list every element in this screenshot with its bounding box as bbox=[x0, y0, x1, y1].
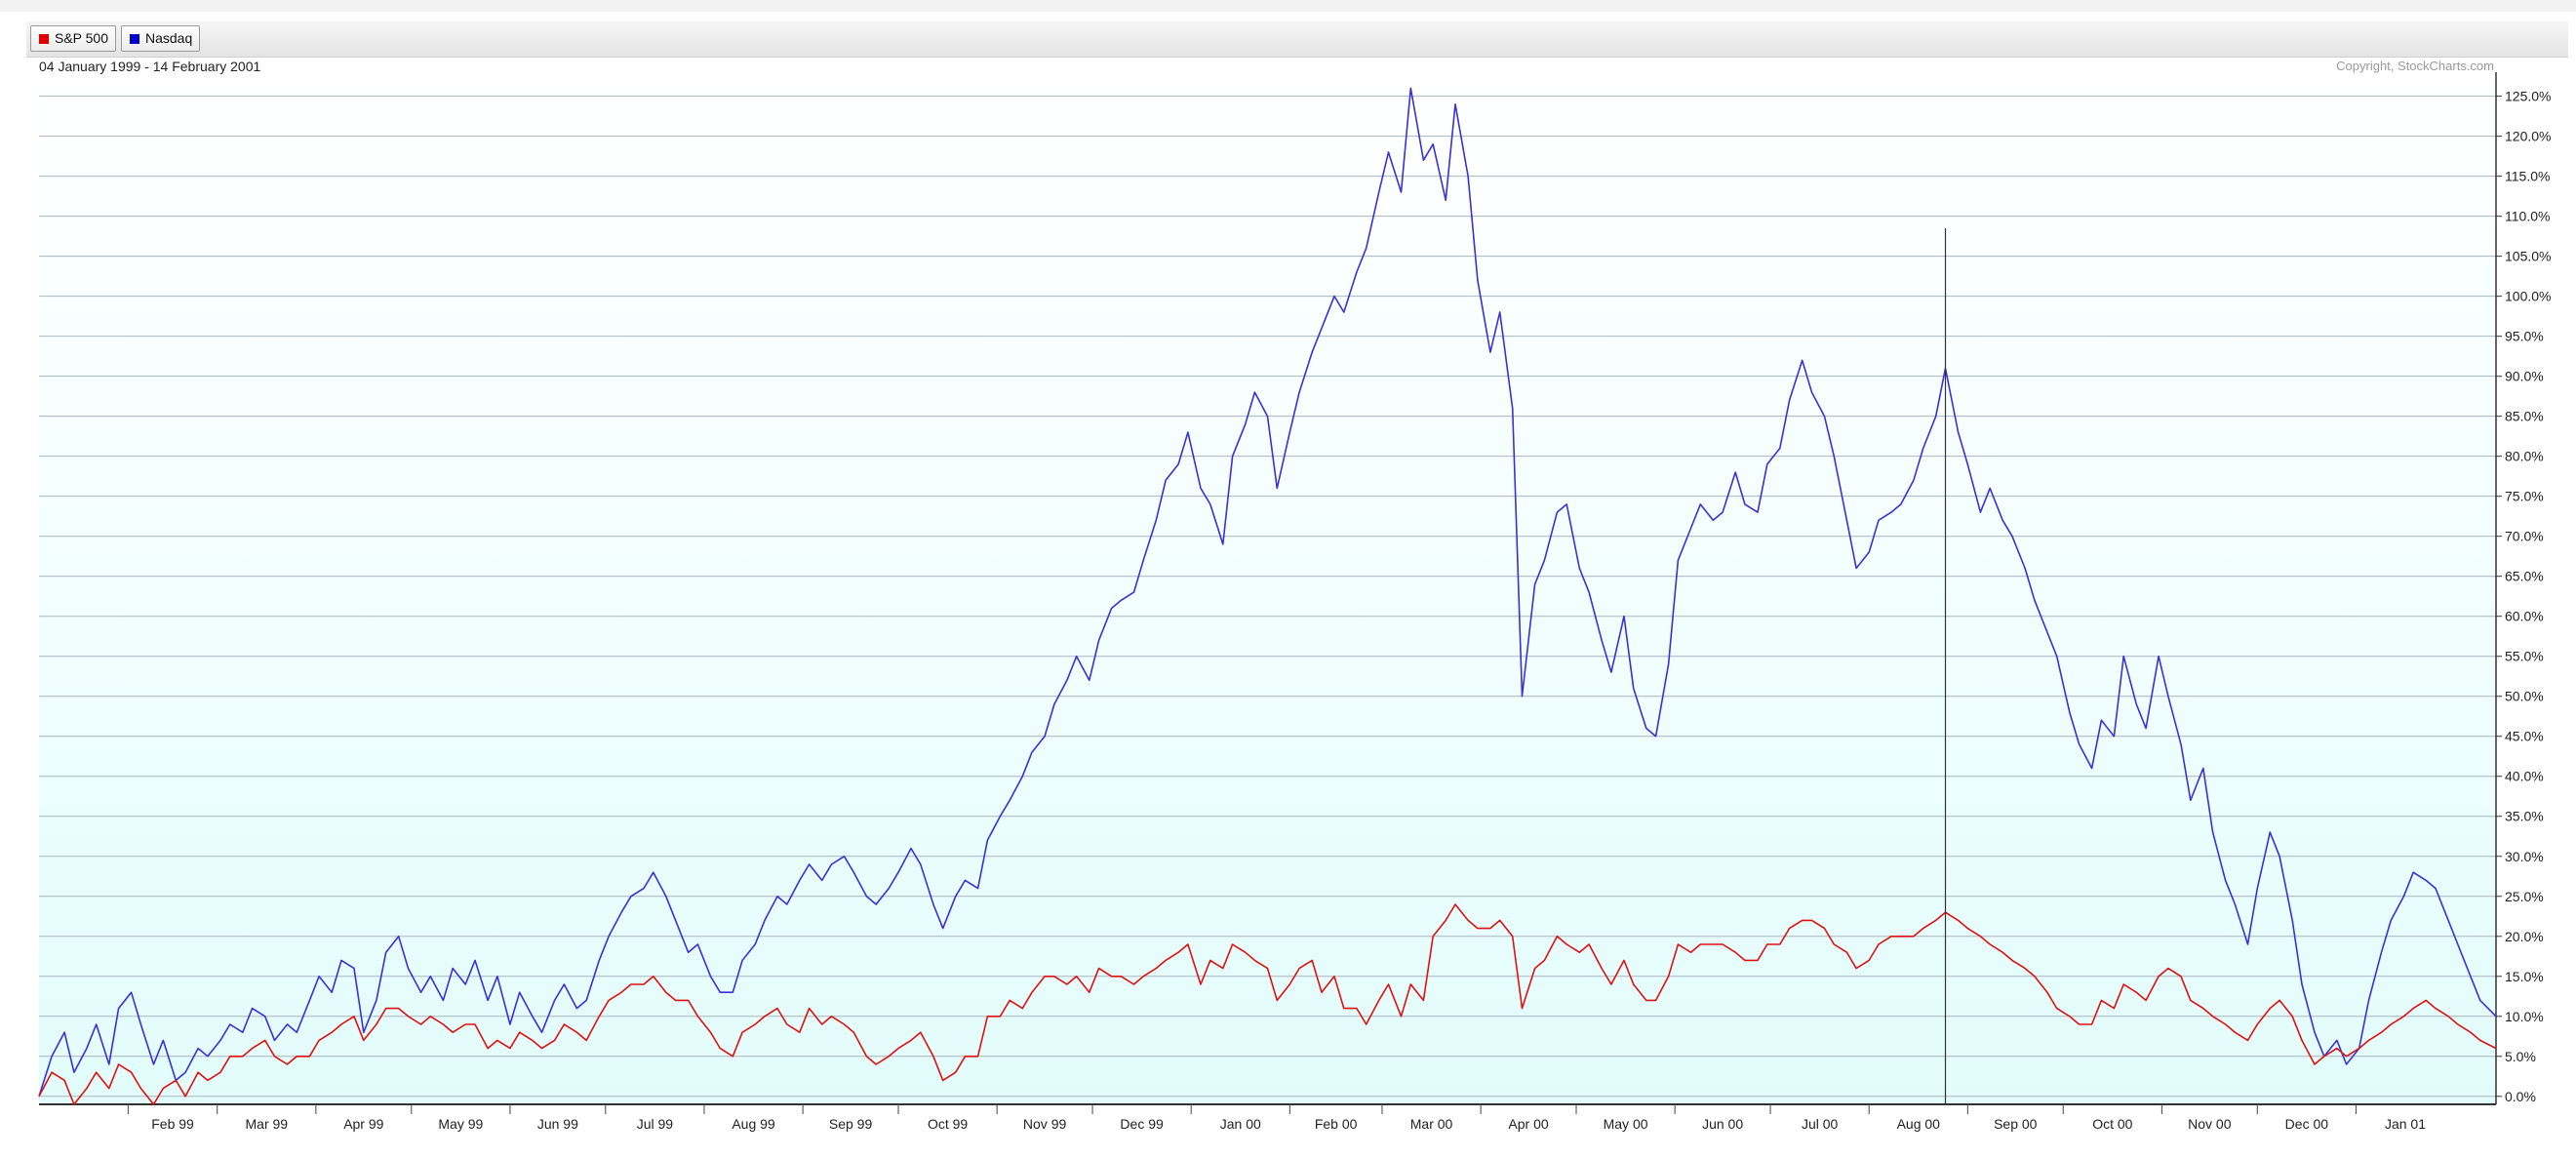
y-tick-label: 105.0% bbox=[2505, 249, 2551, 264]
y-tick-label: 35.0% bbox=[2505, 809, 2544, 824]
y-tick-label: 115.0% bbox=[2505, 169, 2550, 184]
y-tick-label: 50.0% bbox=[2505, 689, 2544, 704]
x-tick-label: Sep 99 bbox=[829, 1116, 873, 1132]
y-tick-label: 40.0% bbox=[2505, 769, 2544, 784]
y-tick-label: 110.0% bbox=[2505, 209, 2550, 224]
series-lines bbox=[38, 87, 2497, 1105]
y-tick-label: 0.0% bbox=[2505, 1089, 2536, 1104]
x-tick-label: Apr 99 bbox=[343, 1116, 383, 1132]
y-tick-label: 120.0% bbox=[2505, 129, 2551, 144]
x-tick-label: Jun 00 bbox=[1702, 1116, 1743, 1132]
x-tick-label: Dec 00 bbox=[2285, 1116, 2329, 1132]
x-tick-label: Sep 00 bbox=[1994, 1116, 2038, 1132]
y-tick-label: 100.0% bbox=[2505, 289, 2551, 304]
x-tick-label: Feb 99 bbox=[151, 1116, 194, 1132]
y-tick-label: 25.0% bbox=[2505, 889, 2544, 904]
x-tick-label: Oct 00 bbox=[2092, 1116, 2132, 1132]
x-tick-label: May 99 bbox=[438, 1116, 483, 1132]
x-tick-label: Aug 99 bbox=[732, 1116, 775, 1132]
legend-item-nasdaq[interactable]: Nasdaq bbox=[121, 25, 201, 52]
x-tick-label: Jul 00 bbox=[1802, 1116, 1839, 1132]
x-axis: Feb 99 Mar 99 Apr 99 May 99 Jun 99 Jul 99 Aug … bbox=[39, 1103, 2496, 1132]
top-strip bbox=[0, 0, 2576, 12]
x-tick-label: Aug 00 bbox=[1897, 1116, 1941, 1132]
x-tick-label: Apr 00 bbox=[1508, 1116, 1548, 1132]
y-axis: 0.0% 5.0% 10.0% 15.0% 20.0% 25.0% 30.0% 35.0% 40… bbox=[2495, 72, 2551, 1104]
y-tick-label: 70.0% bbox=[2505, 529, 2544, 544]
y-tick-label: 10.0% bbox=[2505, 1009, 2544, 1024]
y-tick-label: 95.0% bbox=[2505, 329, 2544, 344]
x-tick-label: Dec 99 bbox=[1120, 1116, 1164, 1132]
y-tick-label: 75.0% bbox=[2505, 489, 2544, 504]
legend-bar: S&P 500 Nasdaq bbox=[26, 21, 2568, 58]
copyright-text: Copyright, StockCharts.com bbox=[2336, 59, 2494, 73]
x-tick-label: Nov 00 bbox=[2188, 1116, 2232, 1132]
y-tick-label: 80.0% bbox=[2505, 449, 2544, 464]
date-range-label: 04 January 1999 - 14 February 2001 bbox=[39, 59, 261, 74]
gridlines bbox=[39, 96, 2496, 1098]
y-tick-label: 45.0% bbox=[2505, 729, 2544, 744]
y-tick-label: 30.0% bbox=[2505, 849, 2544, 864]
y-tick-label: 90.0% bbox=[2505, 369, 2544, 384]
y-tick-label: 20.0% bbox=[2505, 929, 2544, 944]
x-tick-label: Jan 00 bbox=[1220, 1116, 1261, 1132]
legend-item-sp500[interactable]: S&P 500 bbox=[30, 25, 117, 52]
sp500-swatch bbox=[39, 34, 49, 44]
x-tick-label: Feb 00 bbox=[1315, 1116, 1358, 1132]
x-tick-label: Jun 99 bbox=[537, 1116, 578, 1132]
x-tick-label: May 00 bbox=[1604, 1116, 1648, 1132]
series-line-nasdaq bbox=[38, 87, 2497, 1098]
x-tick-label: Oct 99 bbox=[928, 1116, 968, 1132]
legend-label-nasdaq: Nasdaq bbox=[145, 30, 193, 46]
x-tick-label: Jul 99 bbox=[637, 1116, 674, 1132]
y-tick-label: 5.0% bbox=[2505, 1049, 2536, 1064]
x-tick-label: Mar 00 bbox=[1410, 1116, 1453, 1132]
plot-background bbox=[39, 72, 2496, 1104]
nasdaq-swatch bbox=[130, 34, 139, 44]
x-tick-label: Mar 99 bbox=[246, 1116, 289, 1132]
y-tick-label: 60.0% bbox=[2505, 609, 2544, 624]
series-line-sp500 bbox=[38, 903, 2497, 1105]
y-tick-label: 125.0% bbox=[2505, 89, 2551, 104]
y-tick-label: 65.0% bbox=[2505, 569, 2544, 584]
y-tick-label: 55.0% bbox=[2505, 649, 2544, 664]
x-tick-label: Nov 99 bbox=[1023, 1116, 1067, 1132]
legend-label-sp500: S&P 500 bbox=[55, 30, 109, 46]
x-tick-label: Jan 01 bbox=[2385, 1116, 2426, 1132]
y-tick-label: 15.0% bbox=[2505, 969, 2544, 984]
y-tick-label: 85.0% bbox=[2505, 409, 2544, 424]
